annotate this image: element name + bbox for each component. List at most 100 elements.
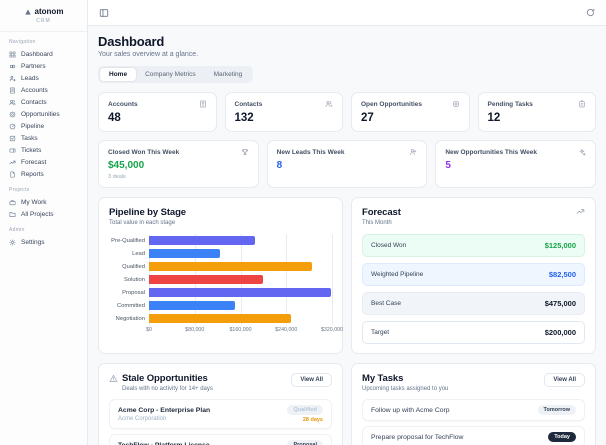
metric-card-new-opportunities-this-week[interactable]: New Opportunities This Week 5 (435, 140, 596, 188)
tasks-view-all-button[interactable]: View All (544, 373, 585, 387)
chart-bar-qualified (149, 261, 312, 272)
stat-card-open-opportunities[interactable]: Open Opportunities 27 (351, 92, 470, 132)
chart-category-label: Proposal (122, 289, 145, 296)
sidebar-item-opportunities[interactable]: Opportunities (0, 108, 87, 120)
leads-icon (9, 75, 16, 82)
sidebar-item-dashboard[interactable]: Dashboard (0, 48, 87, 60)
stat-label: Accounts (108, 100, 138, 108)
chart-xtick-label: $240,000 (275, 327, 298, 333)
clipboard-icon (578, 100, 586, 108)
forecast-row-closed-won: Closed Won $125,000 (362, 234, 585, 257)
chart-bar-row (149, 312, 332, 325)
sidebar-nav: Navigation Dashboard Partners Leads Accounts… (0, 32, 87, 248)
nav-section-label: Projects (9, 187, 30, 193)
sidebar-item-label: Tasks (21, 134, 38, 142)
trending-up-icon (576, 207, 585, 216)
chart-xtick-label: $0 (146, 327, 152, 333)
opportunity-title: Acme Corp - Enterprise Plan (118, 406, 211, 414)
sidebar-item-tasks[interactable]: Tasks (0, 132, 87, 144)
sidebar-item-forecast[interactable]: Forecast (0, 156, 87, 168)
pipeline-chart-labels: Pre-Qualified Lead Qualified Solution Propos… (109, 234, 149, 325)
chart-bar-committed (149, 300, 235, 311)
sidebar-item-partners[interactable]: Partners (0, 60, 87, 72)
app-name: atonom (34, 7, 64, 16)
building-icon (199, 100, 207, 108)
chart-category-label: Lead (132, 250, 145, 257)
task-item[interactable]: Prepare proposal for TechFlow Today (362, 426, 585, 445)
forecast-row-target: Target $200,000 (362, 321, 585, 344)
sidebar-toggle-icon[interactable] (99, 8, 109, 18)
stats-row: Accounts 48 Contacts 132 Open Opportunities 2… (98, 92, 596, 132)
contacts-icon (9, 99, 16, 106)
page-subtitle: Your sales overview at a glance. (98, 51, 199, 58)
page-title: Dashboard (98, 34, 165, 49)
stale-opportunity-item[interactable]: Acme Corp - Enterprise Plan Acme Corporat… (109, 399, 332, 429)
chart-category-label: Solution (124, 276, 145, 283)
forecast-subtitle: This Month (362, 220, 392, 226)
chart-category-label: Committed (116, 302, 145, 309)
stat-card-accounts[interactable]: Accounts 48 (98, 92, 217, 132)
chart-category-label: Negotiation (115, 315, 145, 322)
forecast-panel: Forecast This Month Closed Won $125,000 We… (351, 197, 596, 354)
metric-label: New Leads This Week (276, 148, 345, 156)
metric-card-closed-won-this-week[interactable]: Closed Won This Week $45,000 3 deals (98, 140, 259, 188)
pipeline-chart-plot (149, 234, 333, 325)
tab-home[interactable]: Home (100, 68, 137, 81)
tasks-list: Follow up with Acme Corp Tomorrow Prepare … (362, 399, 585, 445)
sidebar-item-my-work[interactable]: My Work (0, 196, 87, 208)
stale-view-all-button[interactable]: View All (291, 373, 332, 387)
refresh-icon[interactable] (586, 8, 595, 17)
metric-sub: 3 deals (108, 174, 126, 180)
tab-company-metrics[interactable]: Company Metrics (145, 71, 196, 78)
stale-opportunities-panel: Stale Opportunities Deals with no activi… (98, 363, 343, 445)
sidebar-item-label: Tickets (21, 146, 42, 154)
stale-opportunity-item[interactable]: TechFlow - Platform LicenseTechFlow Solu… (109, 434, 332, 445)
sidebar-item-settings[interactable]: Settings (0, 236, 87, 248)
chart-gridline (332, 234, 333, 325)
sidebar-item-label: Accounts (21, 86, 48, 94)
chart-category-label: Qualified (122, 263, 145, 270)
settings-icon (9, 238, 16, 246)
all-projects-icon (9, 211, 16, 218)
sidebar-item-label: Settings (21, 238, 45, 246)
sidebar-item-label: Pipeline (21, 122, 45, 130)
forecast-title: Forecast (362, 207, 401, 218)
sidebar-item-reports[interactable]: Reports (0, 168, 87, 180)
pipeline-title: Pipeline by Stage (109, 207, 186, 218)
stat-label: Pending Tasks (487, 100, 533, 108)
sidebar-item-label: Partners (21, 62, 46, 70)
days-stale: 28 days (302, 417, 323, 423)
chart-bar-negotiation (149, 313, 291, 324)
sidebar-item-all-projects[interactable]: All Projects (0, 208, 87, 220)
sidebar-item-label: My Work (21, 198, 47, 206)
chart-bar-lead (149, 248, 221, 259)
opportunities-icon (9, 111, 16, 118)
user-plus-icon (409, 148, 417, 156)
pipeline-icon (9, 123, 16, 130)
nav-section-label: Admin (9, 227, 25, 233)
tab-marketing[interactable]: Marketing (213, 71, 243, 78)
task-item[interactable]: Follow up with Acme Corp Tomorrow (362, 399, 585, 421)
sidebar-item-tickets[interactable]: Tickets (0, 144, 87, 156)
sidebar-item-accounts[interactable]: Accounts (0, 84, 87, 96)
stat-card-pending-tasks[interactable]: Pending Tasks 12 (477, 92, 596, 132)
stat-value: 48 (108, 112, 121, 124)
forecast-rows: Closed Won $125,000 Weighted Pipeline $82,5… (362, 234, 585, 344)
sidebar-item-pipeline[interactable]: Pipeline (0, 120, 87, 132)
metric-card-new-leads-this-week[interactable]: New Leads This Week 8 (266, 140, 428, 188)
chart-bar-row (149, 286, 332, 299)
stale-title: Stale Opportunities (122, 373, 208, 384)
metric-label: Closed Won This Week (108, 148, 180, 156)
forecast-row-value: $475,000 (544, 299, 576, 308)
charts-row: Pipeline by Stage Total value in each st… (98, 197, 596, 354)
sidebar: atonom CRM Navigation Dashboard Partners Le… (0, 0, 88, 445)
sidebar-item-contacts[interactable]: Contacts (0, 96, 87, 108)
chart-bar-proposal (149, 287, 331, 298)
logo-icon (24, 8, 32, 16)
sidebar-item-leads[interactable]: Leads (0, 72, 87, 84)
chart-xtick-label: $160,000 (229, 327, 252, 333)
chart-bar-row (149, 273, 332, 286)
chart-bar-row (149, 234, 332, 247)
topbar (88, 0, 606, 26)
stat-card-contacts[interactable]: Contacts 132 (224, 92, 343, 132)
